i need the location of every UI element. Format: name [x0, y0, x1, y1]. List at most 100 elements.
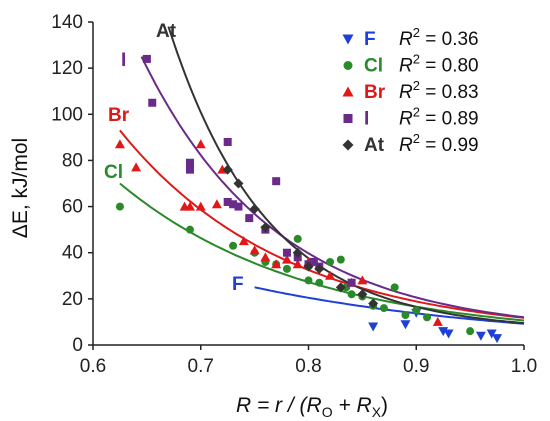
- data-point-cl: [466, 327, 475, 336]
- legend-r2-value: R2 = 0.83: [399, 78, 479, 103]
- data-point-at: [357, 289, 368, 300]
- data-point-at: [292, 247, 303, 258]
- legend-r2-value: R2 = 0.89: [399, 105, 479, 130]
- data-point-br: [114, 139, 125, 149]
- legend-marker: [342, 34, 354, 45]
- data-point-i: [347, 278, 356, 287]
- legend-r2-value: R2 = 0.36: [399, 25, 479, 50]
- data-point-i: [185, 165, 194, 174]
- curve-label-cl: Cl: [104, 162, 123, 183]
- data-point-br: [211, 199, 222, 209]
- data-point-i: [185, 158, 194, 167]
- legend-item-cl: Cl R2 = 0.80: [343, 52, 479, 77]
- data-point-cl: [115, 202, 124, 211]
- y-tick-label: 60: [62, 197, 83, 218]
- data-point-br: [184, 201, 195, 211]
- data-point-br: [195, 139, 206, 149]
- legend-r2-value: R2 = 0.80: [399, 52, 479, 77]
- data-point-cl: [423, 313, 432, 322]
- fit-curve-br: [119, 129, 525, 319]
- curve-label-br: Br: [108, 105, 130, 126]
- y-tick-label: 0: [72, 335, 83, 356]
- legend-series-name: F: [364, 29, 376, 50]
- data-point-i: [309, 257, 318, 266]
- data-point-cl: [347, 290, 356, 299]
- data-points: [114, 54, 503, 344]
- data-point-cl: [315, 278, 324, 287]
- curve-labels: F Cl Br I At: [104, 21, 244, 295]
- y-tick-label: 140: [51, 12, 83, 33]
- data-point-cl: [379, 304, 388, 313]
- x-tick-label: 1.0: [511, 356, 537, 377]
- data-point-f: [443, 329, 454, 339]
- data-point-br: [432, 316, 443, 326]
- y-axis-title: ΔE, kJ/mol: [9, 138, 32, 238]
- data-point-i: [223, 197, 232, 206]
- data-point-at: [303, 261, 314, 272]
- data-point-br: [325, 270, 336, 280]
- curve-label-at: At: [156, 21, 177, 42]
- legend-series-name: Br: [364, 82, 386, 103]
- legend-item-f: F R2 = 0.36: [342, 25, 479, 50]
- data-point-f: [475, 331, 486, 341]
- data-point-at: [314, 263, 325, 274]
- legend-marker: [342, 139, 354, 151]
- data-point-i: [234, 202, 243, 211]
- y-tick-label: 120: [51, 58, 83, 79]
- data-point-cl: [390, 283, 399, 292]
- legend-series-name: Cl: [364, 56, 383, 77]
- data-point-br: [260, 252, 271, 262]
- data-point-br: [131, 162, 142, 172]
- y-tick-label: 100: [51, 104, 83, 125]
- legend-item-at: At R2 = 0.99: [342, 131, 479, 156]
- legend-item-br: Br R2 = 0.83: [342, 78, 479, 103]
- data-point-at: [260, 222, 271, 233]
- legend-series-name: At: [364, 135, 385, 156]
- curve-label-f: F: [232, 274, 244, 295]
- data-point-f: [368, 322, 379, 332]
- y-tick-label: 80: [62, 150, 83, 171]
- legend-r2-value: R2 = 0.99: [399, 131, 479, 156]
- data-point-f: [438, 327, 449, 337]
- data-point-br: [238, 236, 249, 246]
- data-point-cl: [229, 241, 238, 250]
- y-tick-label: 20: [62, 289, 83, 310]
- data-point-br: [292, 259, 303, 269]
- x-tick-label: 0.7: [188, 356, 214, 377]
- data-point-br: [249, 245, 260, 255]
- y-tick-label: 40: [62, 243, 83, 264]
- data-point-cl: [282, 264, 291, 273]
- data-point-cl: [401, 311, 410, 320]
- legend-item-i: I R2 = 0.89: [343, 105, 479, 130]
- x-tick-label: 0.9: [403, 356, 429, 377]
- data-point-at: [233, 178, 244, 189]
- fit-curve-f: [254, 286, 525, 325]
- data-point-at: [368, 298, 379, 309]
- data-point-i: [223, 137, 232, 146]
- data-point-f: [486, 329, 497, 339]
- data-point-br: [271, 259, 282, 269]
- data-point-at: [222, 164, 233, 175]
- data-point-f: [492, 334, 503, 344]
- data-point-f: [400, 320, 411, 330]
- legend-series-name: I: [364, 109, 369, 130]
- data-point-br: [357, 275, 368, 285]
- data-point-i: [148, 98, 157, 107]
- x-tick-label: 0.8: [295, 356, 321, 377]
- legend-marker: [343, 61, 353, 70]
- data-point-cl: [412, 306, 421, 315]
- x-axis-title: R = r / (RO + RX): [236, 394, 388, 420]
- data-point-br: [281, 254, 292, 264]
- data-point-cl: [336, 255, 345, 264]
- data-point-i: [229, 200, 238, 209]
- data-point-cl: [185, 225, 194, 234]
- data-point-cl: [293, 234, 302, 243]
- x-tick-label: 0.6: [80, 356, 106, 377]
- data-point-at: [335, 282, 346, 293]
- legend-marker: [343, 114, 353, 123]
- curve-label-i: I: [121, 50, 126, 71]
- fit-curve-i: [140, 56, 525, 319]
- data-point-i: [272, 177, 281, 186]
